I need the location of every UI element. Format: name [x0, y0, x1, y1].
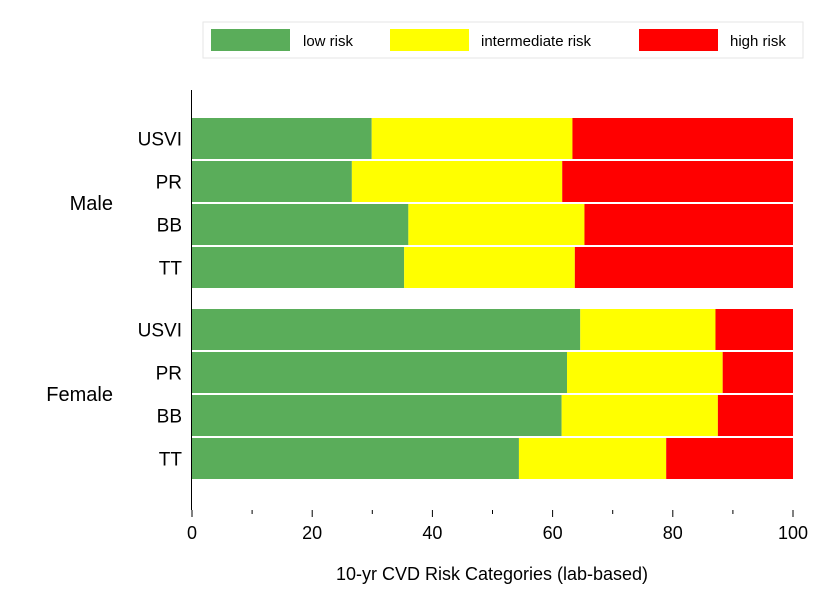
- x-tick-label-100: 100: [778, 523, 808, 543]
- x-tick-label-80: 80: [663, 523, 683, 543]
- category-label-female-pr: PR: [156, 364, 182, 385]
- bar-male-usvi-low-risk: [192, 118, 372, 159]
- legend-label-high-risk: high risk: [730, 33, 786, 50]
- legend-label-low-risk: low risk: [303, 33, 354, 50]
- legend-swatch-high-risk: [639, 29, 718, 51]
- category-label-female-tt: TT: [159, 450, 183, 471]
- bar-female-bb-high-risk: [717, 395, 794, 436]
- group-label-male: Male: [70, 193, 113, 215]
- group-labels: Male Female: [46, 193, 113, 406]
- bar-female-bb-low-risk: [192, 395, 562, 436]
- bar-female-pr-high-risk: [722, 352, 793, 393]
- bar-female-pr-intermediate-risk: [567, 352, 723, 393]
- bar-female-usvi-low-risk: [192, 309, 581, 350]
- bar-male-tt-low-risk: [192, 247, 405, 288]
- category-labels: USVI PR BB TT USVI PR BB TT: [138, 130, 183, 471]
- legend-swatch-low-risk: [211, 29, 290, 51]
- x-tick-label-60: 60: [543, 523, 563, 543]
- x-tick-label-40: 40: [422, 523, 442, 543]
- bar-male-usvi-high-risk: [572, 118, 793, 159]
- bar-female-tt-low-risk: [192, 438, 519, 479]
- bar-male-pr-intermediate-risk: [351, 161, 563, 202]
- x-tick-label-0: 0: [187, 523, 197, 543]
- x-tick-label-20: 20: [302, 523, 322, 543]
- category-label-male-tt: TT: [159, 259, 183, 280]
- bar-male-tt-high-risk: [574, 247, 793, 288]
- bar-female-pr-low-risk: [192, 352, 568, 393]
- bar-male-bb-high-risk: [584, 204, 793, 245]
- bar-male-pr-high-risk: [562, 161, 793, 202]
- x-axis-title: 10-yr CVD Risk Categories (lab-based): [336, 564, 648, 584]
- bar-female-usvi-intermediate-risk: [580, 309, 716, 350]
- bar-male-bb-low-risk: [192, 204, 409, 245]
- bar-male-pr-low-risk: [192, 161, 352, 202]
- category-label-male-pr: PR: [156, 173, 182, 194]
- group-label-female: Female: [46, 384, 113, 406]
- bar-male-usvi-intermediate-risk: [371, 118, 573, 159]
- x-axis-ticks: 0 20 40 60 80 100: [187, 510, 808, 543]
- category-label-female-bb: BB: [157, 407, 182, 428]
- legend-label-intermediate-risk: intermediate risk: [481, 33, 592, 50]
- bars: [192, 118, 794, 479]
- category-label-male-usvi: USVI: [138, 130, 182, 151]
- bar-female-tt-high-risk: [666, 438, 793, 479]
- bar-female-tt-intermediate-risk: [518, 438, 667, 479]
- bar-male-bb-intermediate-risk: [408, 204, 585, 245]
- legend: low risk intermediate risk high risk: [211, 29, 786, 51]
- bar-male-tt-intermediate-risk: [404, 247, 575, 288]
- category-label-female-usvi: USVI: [138, 321, 182, 342]
- category-label-male-bb: BB: [157, 216, 182, 237]
- bar-female-bb-intermediate-risk: [561, 395, 718, 436]
- legend-swatch-intermediate-risk: [390, 29, 469, 51]
- bar-female-usvi-high-risk: [715, 309, 793, 350]
